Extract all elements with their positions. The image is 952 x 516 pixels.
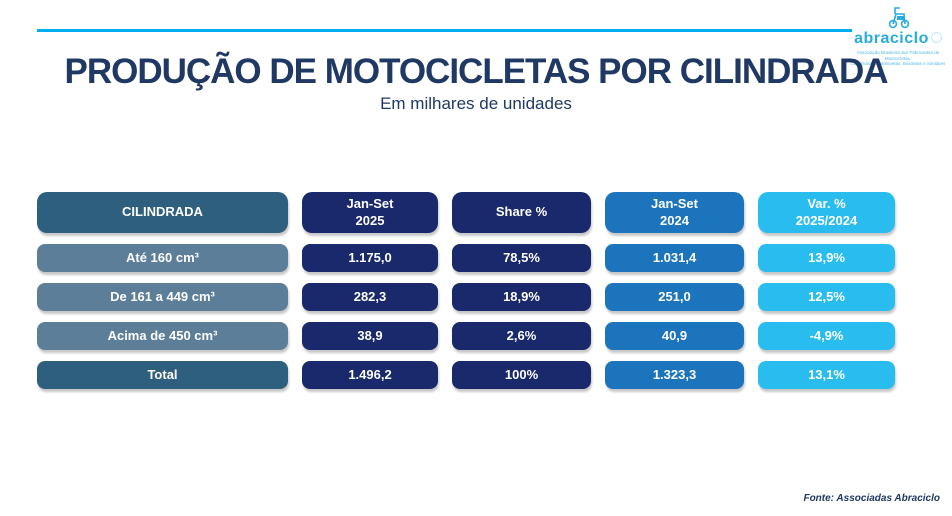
cell-2025-161-449: 282,3 <box>302 283 438 311</box>
col-header-text: CILINDRADA <box>122 204 203 220</box>
logo-wordmark: abraciclo <box>854 30 929 47</box>
logo-tagline-line2: Ciclomotores, Motonetas, Bicicletas e Si… <box>850 61 946 67</box>
production-table: CILINDRADA Jan-Set 2025 Share % Jan-Set … <box>37 192 895 389</box>
row-label-total: Total <box>37 361 288 389</box>
cell-2025-acima-450: 38,9 <box>302 322 438 350</box>
col-header-share: Share % <box>452 192 591 233</box>
cell-share-ate-160: 78,5% <box>452 244 591 272</box>
cell-2024-acima-450: 40,9 <box>605 322 744 350</box>
cell-2024-ate-160: 1.031,4 <box>605 244 744 272</box>
cell-share-161-449: 18,9% <box>452 283 591 311</box>
cell-share-acima-450: 2,6% <box>452 322 591 350</box>
scooter-icon <box>888 7 910 29</box>
cell-share-total: 100% <box>452 361 591 389</box>
cell-var-161-449: 12,5% <box>758 283 895 311</box>
col-header-text: 2025 <box>355 212 385 228</box>
page-title: PRODUÇÃO DE MOTOCICLETAS POR CILINDRADA <box>64 52 888 91</box>
cell-var-ate-160: 13,9% <box>758 244 895 272</box>
col-header-text: Share % <box>495 204 548 220</box>
top-accent-rule <box>37 29 852 32</box>
abraciclo-logo: abraciclo Associação Brasileira dos Fabr… <box>850 4 946 67</box>
col-header-var: Var. % 2025/2024 <box>758 192 895 233</box>
cell-2025-ate-160: 1.175,0 <box>302 244 438 272</box>
col-header-jan-set-2024: Jan-Set 2024 <box>605 192 744 233</box>
logo-tagline: Associação Brasileira dos Fabricantes de… <box>850 50 946 67</box>
cell-2025-total: 1.496,2 <box>302 361 438 389</box>
col-header-text: 2024 <box>660 212 689 228</box>
col-header-text: Var. % <box>807 196 846 212</box>
col-header-cilindrada: CILINDRADA <box>37 192 288 233</box>
logo-wheel-outline <box>930 32 942 43</box>
col-header-jan-set-2025: Jan-Set 2025 <box>302 192 438 233</box>
cell-var-acima-450: -4,9% <box>758 322 895 350</box>
cell-2024-161-449: 251,0 <box>605 283 744 311</box>
col-header-text: Jan-Set <box>651 196 698 212</box>
row-label-ate-160: Até 160 cm³ <box>37 244 288 272</box>
row-label-acima-450: Acima de 450 cm³ <box>37 322 288 350</box>
col-header-text: Jan-Set <box>346 196 394 212</box>
cell-2024-total: 1.323,3 <box>605 361 744 389</box>
source-note: Fonte: Associadas Abraciclo <box>803 493 940 504</box>
page-subtitle: Em milhares de unidades <box>380 94 572 113</box>
cell-var-total: 13,1% <box>758 361 895 389</box>
row-label-161-449: De 161 a 449 cm³ <box>37 283 288 311</box>
logo-tagline-line1: Associação Brasileira dos Fabricantes de… <box>856 50 940 61</box>
col-header-text: 2025/2024 <box>795 212 858 228</box>
